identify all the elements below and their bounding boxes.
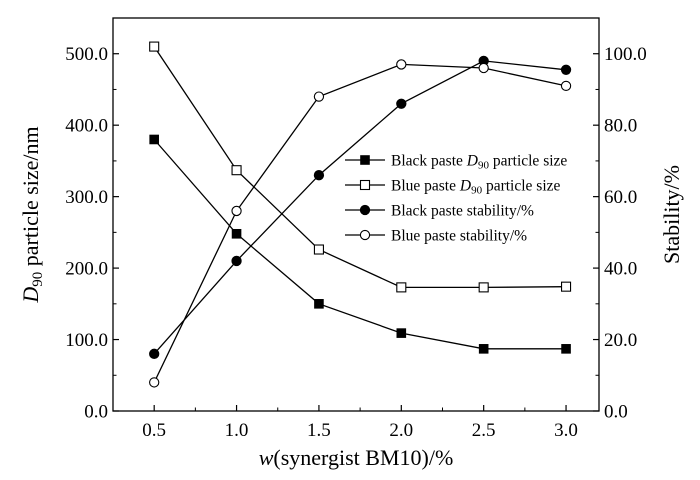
data-point: [561, 281, 572, 292]
legend-label: Blue paste D90 particle size: [391, 178, 561, 197]
data-point: [478, 282, 489, 293]
legend-label: Black paste stability/%: [391, 203, 534, 220]
y-left-axis-title-text: particle size/nm: [18, 126, 43, 271]
data-point: [313, 91, 325, 102]
legend-label-text: Black paste stability/%: [391, 203, 534, 220]
x-tick-label: 0.5: [142, 420, 166, 441]
y-right-tick-label: 80.0: [604, 116, 637, 137]
series-3: [149, 55, 572, 359]
legend-marker: [359, 204, 371, 216]
data-point: [149, 348, 160, 359]
y-left-tick-label: 300.0: [65, 187, 108, 208]
y-right-tick-label: 100.0: [604, 44, 647, 65]
series-1: [149, 134, 571, 354]
y-left-axis-title: D90 particle size/nm: [18, 126, 46, 303]
y-right-tick-label: 60.0: [604, 187, 637, 208]
data-point: [231, 205, 242, 217]
series-2: [149, 41, 572, 293]
x-axis-title-italic: w: [259, 445, 274, 470]
data-point: [149, 41, 160, 52]
legend-label-text-post: particle size: [482, 178, 560, 195]
legend-label: Black paste D90 particle size: [391, 153, 567, 172]
x-tick-label: 1.5: [307, 420, 331, 441]
x-tick-label: 2.5: [472, 420, 496, 441]
x-tick-label: 3.0: [554, 420, 578, 441]
legend-label-text: Blue paste stability/%: [391, 228, 527, 245]
legend-marker: [359, 179, 371, 191]
legend-label-italic: D: [459, 178, 471, 195]
y-left-tick-label: 100.0: [65, 330, 108, 351]
legend-label-italic: D: [466, 153, 478, 170]
x-axis-title: w(synergist BM10)/%: [259, 445, 454, 470]
data-point: [560, 80, 572, 92]
data-point: [560, 64, 572, 75]
series-4: [149, 59, 572, 388]
data-point: [314, 299, 324, 309]
y-left-tick-label: 500.0: [65, 44, 108, 65]
data-point: [231, 165, 242, 176]
y-right-tick-label: 20.0: [604, 330, 637, 351]
data-point: [313, 170, 325, 181]
data-point: [561, 344, 571, 354]
y-left-axis-title-subscript: 90: [30, 272, 46, 287]
data-point: [313, 244, 324, 255]
series-line: [153, 46, 567, 289]
legend-label-text-post: particle size: [489, 153, 567, 170]
legend-marker: [359, 229, 371, 241]
data-point: [396, 59, 407, 70]
plot-frame: [112, 17, 600, 412]
data-point: [149, 134, 159, 145]
data-point: [149, 377, 160, 388]
legend-item: Black paste stability/%: [345, 203, 534, 220]
y-left-axis-title-italic: D: [18, 287, 43, 304]
data-point: [396, 98, 407, 109]
legend-label-subscript: 90: [478, 160, 490, 172]
legend-item: Blue paste stability/%: [345, 228, 527, 245]
legend-item: Black paste D90 particle size: [345, 153, 567, 172]
legend-label: Blue paste stability/%: [391, 228, 527, 245]
data-point: [396, 328, 407, 338]
series-group: [149, 41, 572, 388]
series-line: [153, 139, 567, 350]
legend-label-text: Black paste: [391, 153, 467, 170]
axes: 0.0 100.0 200.0 300.0 400.0 500.0 0.0 20.0 40.0 6…: [18, 17, 684, 470]
data-point: [478, 344, 489, 354]
data-point: [231, 255, 242, 267]
series-line: [153, 60, 567, 355]
data-point: [478, 62, 489, 74]
legend-label-subscript: 90: [471, 185, 483, 197]
x-tick-label: 1.0: [225, 420, 249, 441]
data-point: [231, 228, 242, 239]
x-axis-title-text: (synergist BM10)/%: [273, 445, 453, 470]
legend-label-text: Blue paste: [391, 178, 460, 195]
y-left-tick-label: 400.0: [65, 116, 108, 137]
y-left-tick-label: 200.0: [65, 259, 108, 280]
series-line: [153, 63, 567, 383]
x-tick-label: 2.0: [389, 420, 413, 441]
y-right-tick-label: 0.0: [604, 402, 628, 423]
y-left-tick-label: 0.0: [84, 402, 108, 423]
legend-item: Blue paste D90 particle size: [345, 178, 561, 197]
y-right-axis-title: Stability/%: [659, 165, 684, 264]
y-right-tick-label: 40.0: [604, 259, 637, 280]
legend-marker: [360, 155, 370, 165]
data-point: [396, 282, 407, 293]
